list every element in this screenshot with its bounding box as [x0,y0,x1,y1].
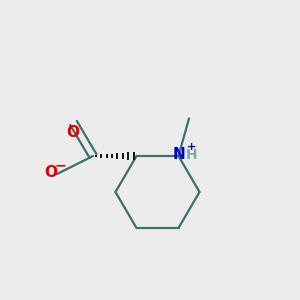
Text: O: O [44,165,57,180]
Text: +: + [187,142,196,152]
Text: −: − [55,159,66,172]
Text: N: N [172,147,185,162]
Text: O: O [66,125,80,140]
Text: H: H [186,148,198,162]
